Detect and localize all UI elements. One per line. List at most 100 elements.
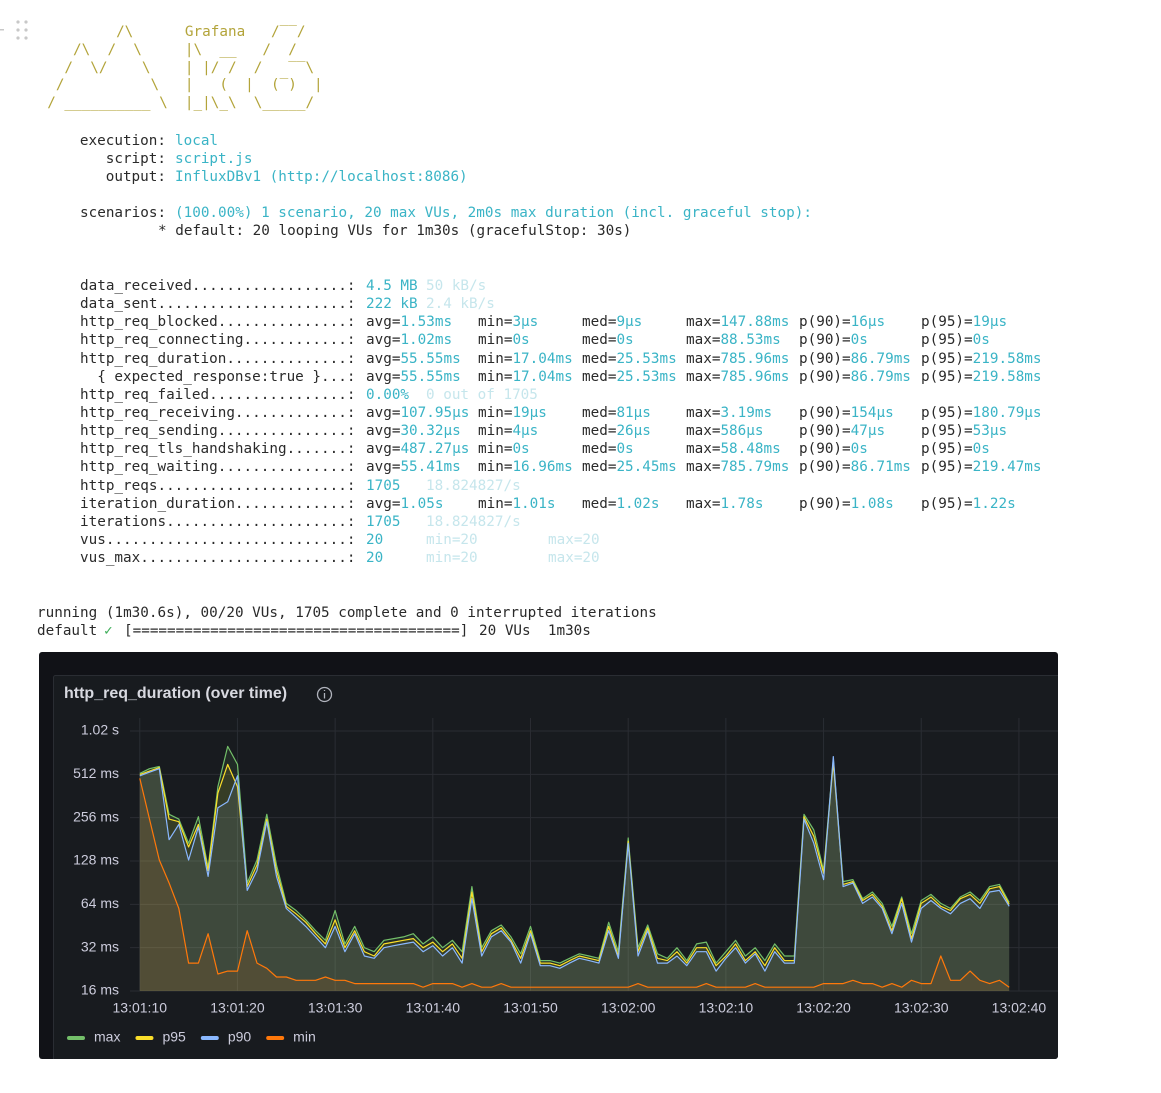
panel-title: http_req_duration (over time) bbox=[64, 685, 287, 702]
stat-value: 487.27µs bbox=[400, 441, 470, 458]
stat-key: p(90)= bbox=[799, 314, 851, 331]
stat-value: 3.19ms bbox=[720, 404, 773, 421]
run-status: running (1m30.6s), 00/20 VUs, 1705 compl… bbox=[37, 605, 657, 621]
stat-value: 147.88ms bbox=[720, 314, 790, 331]
metric-rate: 18.824827/s bbox=[426, 513, 521, 530]
x-tick-label: 13:02:20 bbox=[796, 1000, 851, 1016]
metric-value: 0.00% bbox=[366, 386, 410, 403]
ascii-logo-line: /\ / \ |\ __ / / bbox=[30, 41, 297, 58]
metric-stat: med=9µs bbox=[582, 313, 642, 331]
metric-rate: 0 out of 1705 bbox=[426, 386, 538, 403]
legend-label[interactable]: max bbox=[94, 1029, 120, 1045]
option-value: local bbox=[175, 133, 219, 149]
metric-name: vus............................: bbox=[80, 531, 356, 548]
stat-value: 25.53ms bbox=[616, 350, 677, 367]
stat-key: min= bbox=[478, 423, 513, 440]
metric-stat: p(90)=86.79ms bbox=[799, 368, 911, 386]
metric-name: http_req_waiting...............: bbox=[80, 459, 356, 476]
stat-key: p(95)= bbox=[921, 459, 973, 476]
stat-value: 53µs bbox=[972, 423, 1008, 440]
metric-value: 1705 bbox=[366, 513, 401, 530]
stat-value: 47µs bbox=[850, 423, 886, 440]
metric-stat: p(90)=16µs bbox=[799, 313, 885, 331]
metric-stat: avg=55.55ms bbox=[366, 350, 461, 368]
stat-value: 785.96ms bbox=[720, 368, 790, 385]
x-tick-label: 13:01:10 bbox=[113, 1000, 168, 1016]
stat-key: avg= bbox=[366, 495, 401, 512]
metric-value: 4.5 MB bbox=[366, 278, 418, 294]
metric-name: http_reqs......................: bbox=[80, 477, 356, 494]
stat-key: min= bbox=[478, 459, 513, 476]
stat-value: 0s bbox=[616, 332, 634, 349]
metric-stat: p(90)=154µs bbox=[799, 404, 894, 422]
option-label: execution: bbox=[79, 133, 166, 149]
stat-key: med= bbox=[582, 459, 617, 476]
metric-name: data_sent......................: bbox=[80, 296, 356, 313]
metric-name: { expected_response:true }...: bbox=[80, 368, 356, 385]
metric-name: iterations.....................: bbox=[80, 513, 356, 530]
stat-key: avg= bbox=[366, 350, 401, 367]
metric-stat: p(95)=1.22s bbox=[921, 495, 1016, 513]
stat-value: 81µs bbox=[616, 404, 651, 421]
metric-value: 20 bbox=[366, 550, 384, 567]
metric-stat: p(95)=19µs bbox=[921, 313, 1007, 331]
stat-key: p(95)= bbox=[921, 332, 973, 349]
stat-value: 26µs bbox=[616, 423, 651, 440]
stat-value: 55.55ms bbox=[400, 368, 461, 385]
metric-stat: avg=55.41ms bbox=[366, 458, 461, 476]
stat-value: 86.71ms bbox=[850, 459, 911, 476]
stat-value: 16.96ms bbox=[512, 459, 573, 476]
x-tick-label: 13:02:10 bbox=[699, 1000, 754, 1016]
stat-value: 785.79ms bbox=[720, 459, 790, 476]
metric-stat: min=3µs bbox=[478, 313, 538, 331]
series-line bbox=[139, 756, 1010, 972]
metric-stat: max=785.79ms bbox=[686, 458, 789, 476]
y-tick-label: 128 ms bbox=[73, 852, 119, 868]
stat-key: p(90)= bbox=[799, 423, 851, 440]
y-tick-label: 64 ms bbox=[81, 895, 119, 911]
stat-key: min= bbox=[478, 314, 513, 331]
stat-key: p(90)= bbox=[799, 350, 851, 367]
stat-value: 1.22s bbox=[972, 495, 1016, 512]
metric-rate: min=20 bbox=[426, 531, 478, 548]
plot: http_req_duration (over time) 16 ms 32 ms… bbox=[53, 675, 1058, 1059]
stat-value: 25.53ms bbox=[616, 368, 677, 385]
metric-stat: max=785.96ms bbox=[686, 368, 789, 386]
metric-stat: min=4µs bbox=[478, 422, 538, 440]
drag-handle[interactable] bbox=[0, 20, 28, 40]
stat-value: 1.78s bbox=[720, 495, 764, 512]
series-area bbox=[139, 746, 1010, 991]
stat-key: p(90)= bbox=[799, 404, 851, 421]
stat-key: med= bbox=[582, 350, 617, 367]
metric-stat: avg=107.95µs bbox=[366, 404, 469, 422]
stat-key: min= bbox=[478, 404, 513, 421]
stat-key: p(90)= bbox=[799, 368, 851, 385]
legend-label[interactable]: p95 bbox=[162, 1029, 186, 1045]
option-label: script: bbox=[105, 151, 166, 167]
scenarios-label: scenarios: bbox=[80, 205, 167, 221]
legend-label[interactable]: min bbox=[293, 1029, 316, 1045]
stat-value: 88.53ms bbox=[720, 332, 781, 349]
stat-value: 30.32µs bbox=[400, 423, 461, 440]
stat-value: 55.41ms bbox=[400, 459, 461, 476]
metric-stat: p(90)=86.79ms bbox=[799, 350, 911, 368]
legend-label[interactable]: p90 bbox=[228, 1029, 252, 1045]
stat-value: 1.02s bbox=[616, 495, 660, 512]
option-value: script.js bbox=[175, 151, 253, 167]
stat-value: 58.48ms bbox=[720, 441, 781, 458]
stat-key: max= bbox=[686, 495, 721, 512]
metric-stat: med=1.02s bbox=[582, 495, 659, 513]
stat-key: p(95)= bbox=[921, 350, 973, 367]
metric-stat: min=0s bbox=[478, 440, 530, 458]
stat-value: 9µs bbox=[616, 314, 643, 331]
stat-key: min= bbox=[478, 495, 513, 512]
info-icon[interactable] bbox=[316, 686, 333, 703]
metric-stat: med=0s bbox=[582, 440, 634, 458]
metric-stat: p(90)=0s bbox=[799, 331, 868, 349]
stat-value: 0s bbox=[512, 332, 530, 349]
ascii-logo-line: / \ | ( | (‾) | bbox=[30, 77, 323, 94]
x-tick-label: 13:01:20 bbox=[210, 1000, 265, 1016]
metric-stat: min=17.04ms bbox=[478, 350, 573, 368]
